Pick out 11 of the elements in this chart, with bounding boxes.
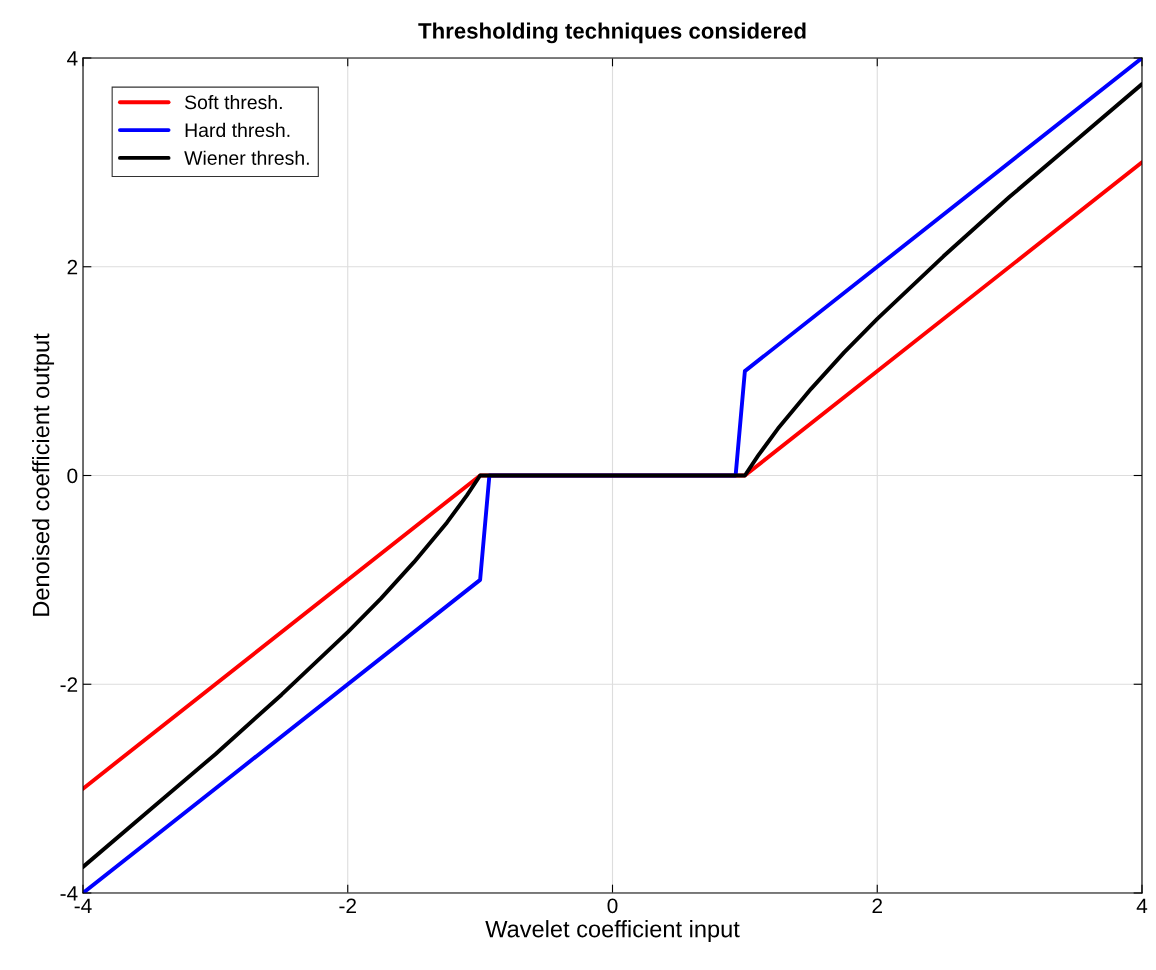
x-tick-label: 0 <box>607 898 618 914</box>
y-tick-label: 0 <box>67 468 78 484</box>
y-tick-label: 4 <box>67 51 78 66</box>
y-tick-label: 2 <box>67 259 78 275</box>
x-tick-label: 4 <box>1136 898 1148 913</box>
chart-title: Thresholding techniques considered <box>418 22 806 44</box>
y-axis-title: Denoised coefficient output <box>32 333 55 616</box>
x-tick-label: 2 <box>872 898 882 913</box>
y-tick-label: -2 <box>60 677 78 692</box>
x-tick-label: -2 <box>339 898 356 913</box>
x-axis-title: Wavelet coefficient input <box>485 920 740 943</box>
